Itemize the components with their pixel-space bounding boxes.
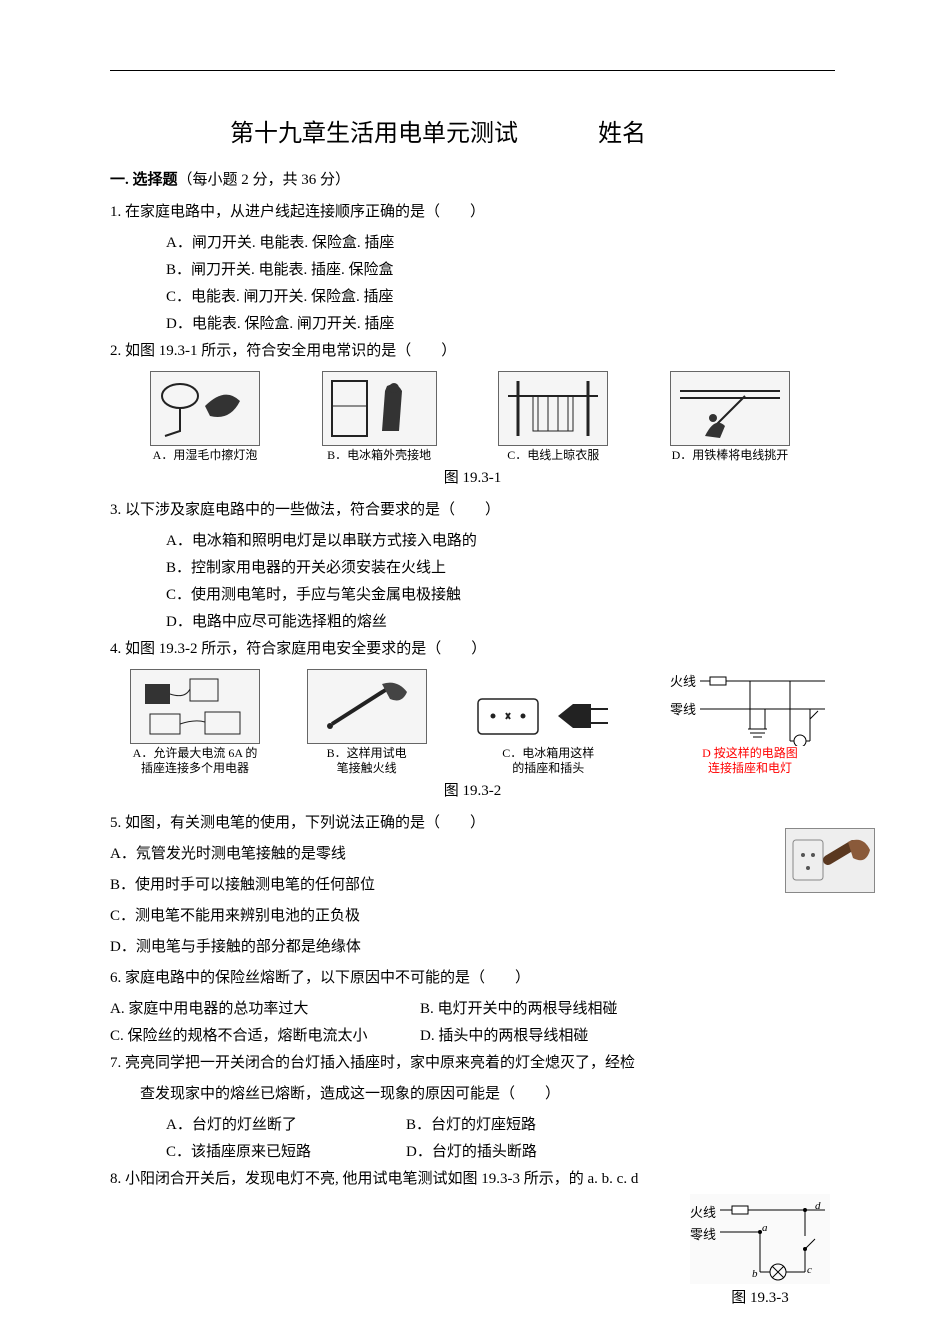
test-pen-icon [307,669,427,744]
q1-C: C．电能表. 闸刀开关. 保险盒. 插座 [166,284,835,311]
q8-stem: 8. 小阳闭合开关后，发现电灯不亮, 他用试电笔测试如图 19.3-3 所示，的… [110,1166,835,1193]
q5-D: D．测电笔与手接触的部分都是绝缘体 [110,934,835,961]
q6-A: A. 家庭中用电器的总功率过大 [110,996,420,1023]
q2-fig-label: 图 19.3-1 [110,466,835,487]
q3-C: C．使用测电笔时，手应与笔尖金属电极接触 [166,582,835,609]
q4-capA2: 插座连接多个用电器 [141,761,249,777]
q5-stem: 5. 如图，有关测电笔的使用，下列说法正确的是（ ） [110,810,835,837]
lamp-wipe-icon [150,371,260,446]
title-row: 第十九章生活用电单元测试 姓名 [110,113,835,148]
top-rule [110,70,835,71]
q1-stem: 1. 在家庭电路中，从进户线起连接顺序正确的是（ ） [110,199,835,226]
q3-D: D．电路中应尽可能选择粗的熔丝 [166,609,835,636]
section-number: 一. 选择题 [110,172,178,188]
q4-capD1: D 按这样的电路图 [702,746,798,762]
q7-D: D．台灯的插头断路 [406,1139,537,1166]
fridge-ground-icon [322,371,437,446]
q6-D: D. 插头中的两根导线相碰 [420,1023,588,1050]
q4-capC1: C．电冰箱用这样 [502,746,594,762]
circuit-diagram-icon: 火线 零线 [670,671,830,746]
q2-fig-B: B．电冰箱外壳接地 [322,371,437,464]
q3-stem: 3. 以下涉及家庭电路中的一些做法，符合要求的是（ ） [110,497,835,524]
q7-row2: C．该插座原来已短路 D．台灯的插头断路 [110,1139,835,1166]
q4-capB2: 笔接触火线 [337,761,397,777]
q5-A: A．氖管发光时测电笔接触的是零线 [110,841,835,868]
q2-figure-row: A．用湿毛巾擦灯泡 B．电冰箱外壳接地 C．电线上晾衣服 D．用铁棒将电线挑开 [150,371,790,464]
q1-A: A．闸刀开关. 电能表. 保险盒. 插座 [166,230,835,257]
q4-stem: 4. 如图 19.3-2 所示，符合家庭用电安全要求的是（ ） [110,636,835,663]
q4-capA1: A．允许最大电流 6A 的 [133,746,258,762]
q4-fig-C: C．电冰箱用这样 的插座和插头 [473,689,623,777]
figure-19-3-3: 火线 零线 a b c d 图 19.3-3 [690,1194,830,1307]
q6-B: B. 电灯开关中的两根导线相碰 [420,996,618,1023]
socket-plug-icon [473,689,623,744]
label-b: b [752,1268,758,1280]
q1-D: D．电能表. 保险盒. 闸刀开关. 插座 [166,311,835,338]
q2-stem: 2. 如图 19.3-1 所示，符合安全用电常识的是（ ） [110,338,835,365]
q3-B: B．控制家用电器的开关必须安装在火线上 [166,555,835,582]
q4-figure-row: A．允许最大电流 6A 的 插座连接多个用电器 B．这样用试电 笔接触火线 C．… [130,669,830,777]
q4-fig-D: 火线 零线 D 按这样的电路图 连接插座和电灯 [670,671,830,777]
q1-B: B．闸刀开关. 电能表. 插座. 保险盒 [166,257,835,284]
q5-wrap: 5. 如图，有关测电笔的使用，下列说法正确的是（ ） A．氖管发光时测电笔接触的… [110,810,835,961]
test-pen-photo-icon [785,828,875,893]
name-label: 姓名 [598,113,646,148]
q2-fig-C: C．电线上晾衣服 [498,371,608,464]
section-header: 一. 选择题（每小题 2 分，共 36 分） [110,168,835,189]
q2-capB: B．电冰箱外壳接地 [327,448,431,464]
q7-row1: A．台灯的灯丝断了 B．台灯的灯座短路 [110,1112,835,1139]
q6-stem: 6. 家庭电路中的保险丝熔断了，以下原因中不可能的是（ ） [110,965,835,992]
q5-B: B．使用时手可以接触测电笔的任何部位 [110,872,835,899]
q7-C: C．该插座原来已短路 [166,1139,366,1166]
q4-fig-B: B．这样用试电 笔接触火线 [307,669,427,777]
q4-capB1: B．这样用试电 [327,746,407,762]
q4-fig-A: A．允许最大电流 6A 的 插座连接多个用电器 [130,669,260,777]
q6-row2: C. 保险丝的规格不合适，熔断电流太小 D. 插头中的两根导线相碰 [110,1023,835,1050]
q2-capA: A．用湿毛巾擦灯泡 [153,448,258,464]
iron-rod-wire-icon [670,371,790,446]
section-points: （每小题 2 分，共 36 分） [178,172,351,188]
main-title: 第十九章生活用电单元测试 [230,113,518,148]
q4-fig-label: 图 19.3-2 [110,779,835,800]
q2-capD: D．用铁棒将电线挑开 [672,448,789,464]
label-c: c [807,1264,812,1276]
q2-fig-D: D．用铁棒将电线挑开 [670,371,790,464]
q6-C: C. 保险丝的规格不合适，熔断电流太小 [110,1023,420,1050]
q7-A: A．台灯的灯丝断了 [166,1112,366,1139]
label-d: d [815,1200,821,1212]
q7-B: B．台灯的灯座短路 [406,1112,536,1139]
q3-A: A．电冰箱和照明电灯是以串联方式接入电路的 [166,528,835,555]
q4-capC2: 的插座和插头 [512,761,584,777]
q2-capC: C．电线上晾衣服 [507,448,599,464]
label-a: a [762,1222,768,1234]
q3-options: A．电冰箱和照明电灯是以串联方式接入电路的 B．控制家用电器的开关必须安装在火线… [110,528,835,636]
q6-row1: A. 家庭中用电器的总功率过大 B. 电灯开关中的两根导线相碰 [110,996,835,1023]
q4-capD2: 连接插座和电灯 [708,761,792,777]
q7-stem1: 7. 亮亮同学把一开关闭合的台灯插入插座时，家中原来亮着的灯全熄灭了，经检 [110,1050,835,1077]
circuit-abcd-icon: 火线 零线 a b c d [690,1194,830,1284]
q2-fig-A: A．用湿毛巾擦灯泡 [150,371,260,464]
q7-stem2: 查发现家中的熔丝已熔断，造成这一现象的原因可能是（ ） [110,1081,835,1108]
q5-C: C．测电笔不能用来辨别电池的正负极 [110,903,835,930]
clothes-wire-icon [498,371,608,446]
q1-options: A．闸刀开关. 电能表. 保险盒. 插座 B．闸刀开关. 电能表. 插座. 保险… [110,230,835,338]
fig3-label: 图 19.3-3 [690,1286,830,1307]
multi-plug-icon [130,669,260,744]
